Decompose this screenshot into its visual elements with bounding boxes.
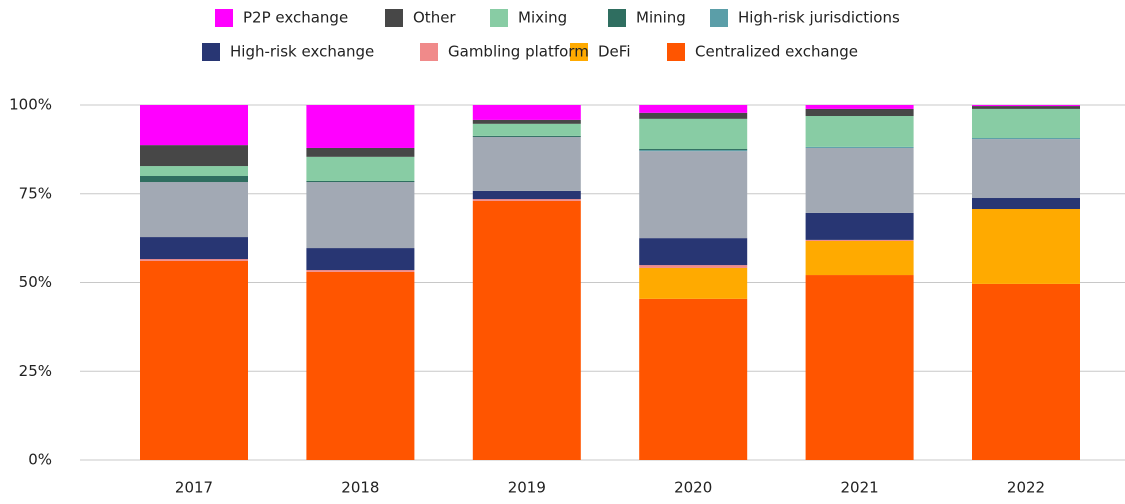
x-tick-label: 2020 [674,479,712,497]
bar-segment [805,212,914,240]
bar-segment [805,105,914,109]
bar-segment [472,200,581,460]
legend-swatch [667,43,685,61]
y-tick-label: 75% [19,184,52,202]
bar-segment [306,248,415,271]
y-tick-label: 50% [19,273,52,291]
bar-segment [472,199,581,201]
x-tick-label: 2017 [175,479,213,497]
bar-segment [140,105,248,146]
bar-segment [639,112,748,119]
bar-segment [972,198,1080,210]
bar-segment [805,146,914,148]
bar-segment [805,147,914,213]
bar-segment [805,108,914,117]
bar-segment [140,237,248,260]
bar-segment [306,180,415,183]
legend-label: Other [413,9,456,27]
bar-segment [972,105,1080,107]
bar-segment [805,240,914,276]
bar-segment [140,260,248,460]
y-tick-label: 25% [19,362,52,380]
bar-segment [472,119,581,124]
bar-segment [472,123,581,136]
legend-swatch [490,9,508,27]
legend-swatch [215,9,233,27]
legend-swatch [202,43,220,61]
bar-segment [306,147,415,157]
legend-swatch [385,9,403,27]
y-tick-label: 0% [28,451,52,469]
bar-segment [639,150,748,152]
bar-segment [472,135,581,137]
bar-segment [472,105,581,120]
bar-segment [972,138,1080,140]
bar-segment [639,267,748,299]
x-tick-label: 2021 [841,479,879,497]
legend-label: Gambling platform [448,43,589,61]
bar-segment [306,271,415,460]
bar-segment [805,275,914,460]
legend-label: High-risk jurisdictions [738,9,900,27]
bar-segment [972,139,1080,199]
bar-segment [140,176,248,183]
legend-label: High-risk exchange [230,43,374,61]
bar-segment [472,190,581,200]
bar-segment [639,151,748,239]
legend-label: DeFi [598,43,630,61]
bar-segment [306,105,415,148]
bar-segment [972,108,1080,139]
y-tick-label: 100% [9,96,52,114]
bar-segment [972,283,1080,460]
x-tick-label: 2019 [508,479,546,497]
x-tick-label: 2022 [1007,479,1045,497]
bar-segment [306,182,415,249]
bar-segment [639,265,748,268]
legend-label: Mining [636,9,686,27]
bar-segment [306,156,415,181]
bar-segment [972,209,1080,284]
legend-label: Centralized exchange [695,43,858,61]
bar-segment [639,105,748,113]
bar-segment [639,298,748,460]
legend-label: P2P exchange [243,9,348,27]
bar-segment [805,116,914,147]
bar-segment [140,182,248,238]
bar-segment [140,166,248,176]
bar-segment [140,259,248,261]
legend-swatch [420,43,438,61]
legend-swatch [608,9,626,27]
legend-swatch [710,9,728,27]
bar-segment [472,136,581,191]
bar-segment [805,239,914,241]
bar-segment [972,106,1080,109]
x-tick-label: 2018 [341,479,379,497]
legend-label: Mixing [518,9,567,27]
legend-swatch [570,43,588,61]
bar-segment [306,270,415,272]
bar-segment [639,149,748,151]
bar-segment [140,145,248,167]
bar-segment [639,238,748,266]
bar-segment [639,118,748,150]
